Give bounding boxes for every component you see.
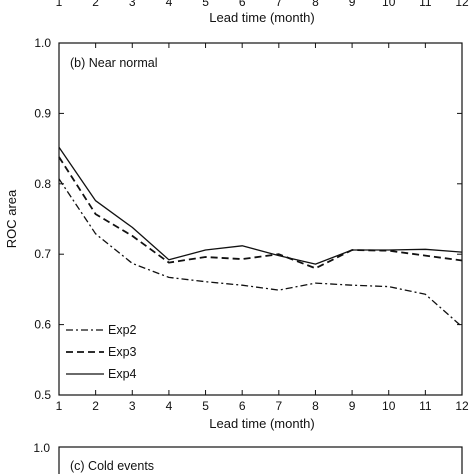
panel-b-x-tick-label: 3 bbox=[129, 399, 136, 413]
panel-c-plot-frame bbox=[58, 446, 463, 474]
panel-b-x-axis-title: Lead time (month) bbox=[209, 416, 315, 431]
panel-b-x-tick-label: 6 bbox=[239, 399, 246, 413]
panel-b-title: (b) Near normal bbox=[70, 56, 158, 70]
panel-b-x-tick-label: 12 bbox=[455, 399, 469, 413]
panel-a: 1 2 3 4 5 6 7 8 9 10 11 12 Lead time (month) bbox=[56, 0, 469, 25]
panel-b-x-tick-label: 8 bbox=[312, 399, 319, 413]
panel-a-x-tick-label: 8 bbox=[312, 0, 319, 9]
panel-b-series-lines bbox=[58, 146, 463, 328]
panel-a-x-tick-label: 7 bbox=[275, 0, 282, 9]
panel-b-y-tick-label: 0.9 bbox=[34, 106, 51, 120]
panel-b-y-axis-title: ROC area bbox=[4, 189, 19, 248]
panel-b-x-tick-label: 5 bbox=[202, 399, 209, 413]
panel-a-x-tick-label: 12 bbox=[455, 0, 469, 9]
panel-a-x-tick-label: 6 bbox=[239, 0, 246, 9]
panel-a-x-tick-label: 1 bbox=[56, 0, 63, 9]
panel-b-x-ticks: 1 2 3 4 5 6 7 8 9 10 11 12 bbox=[56, 43, 469, 413]
panel-b-y-tick-label: 0.5 bbox=[34, 388, 51, 402]
panel-b-y-tick-label: 0.6 bbox=[34, 318, 51, 332]
panel-b-plot-frame bbox=[58, 42, 463, 396]
panel-a-x-tick-labels: 1 2 3 4 5 6 7 8 9 10 11 12 bbox=[56, 0, 469, 9]
panel-b-y-ticks: 0.5 0.6 0.7 0.8 0.9 1.0 bbox=[34, 36, 462, 402]
panel-b-legend: Exp2 Exp3 Exp4 bbox=[66, 323, 137, 381]
legend-label-exp3: Exp3 bbox=[108, 345, 137, 359]
panel-b-x-tick-label: 9 bbox=[349, 399, 356, 413]
panel-a-x-tick-label: 4 bbox=[166, 0, 173, 9]
series-line-exp4 bbox=[58, 146, 463, 265]
panel-b-y-tick-label: 0.7 bbox=[34, 247, 51, 261]
panel-b-x-tick-label: 7 bbox=[275, 399, 282, 413]
panel-b-y-tick-label: 0.8 bbox=[34, 177, 51, 191]
panel-c-title: (c) Cold events bbox=[70, 459, 154, 473]
panel-b: 1 2 3 4 5 6 7 8 9 10 11 12 0.50.60.70.80.91.0 (b) N… bbox=[4, 36, 469, 431]
panel-b-x-tick-label: 10 bbox=[382, 399, 396, 413]
panel-a-x-axis-title: Lead time (month) bbox=[209, 10, 315, 25]
legend-label-exp4: Exp4 bbox=[108, 367, 137, 381]
panel-a-x-tick-label: 3 bbox=[129, 0, 136, 9]
panel-b-x-tick-label: 1 bbox=[56, 399, 63, 413]
panel-a-x-tick-label: 2 bbox=[92, 0, 99, 9]
series-line-exp2 bbox=[58, 178, 463, 328]
panel-c-y-tick-label: 1.0 bbox=[33, 441, 50, 455]
panel-b-y-tick-label: 1.0 bbox=[34, 36, 51, 50]
panel-a-x-tick-label: 9 bbox=[349, 0, 356, 9]
legend-label-exp2: Exp2 bbox=[108, 323, 137, 337]
panel-b-x-tick-label: 11 bbox=[419, 399, 432, 413]
panel-a-x-tick-label: 11 bbox=[419, 0, 432, 9]
panel-a-x-tick-label: 5 bbox=[202, 0, 209, 9]
panel-b-x-tick-label: 4 bbox=[166, 399, 173, 413]
series-line-exp3 bbox=[58, 156, 463, 270]
panel-a-x-tick-label: 10 bbox=[382, 0, 396, 9]
panel-c: 1.0 (c) Cold events bbox=[33, 441, 463, 474]
panel-b-x-tick-label: 2 bbox=[92, 399, 99, 413]
